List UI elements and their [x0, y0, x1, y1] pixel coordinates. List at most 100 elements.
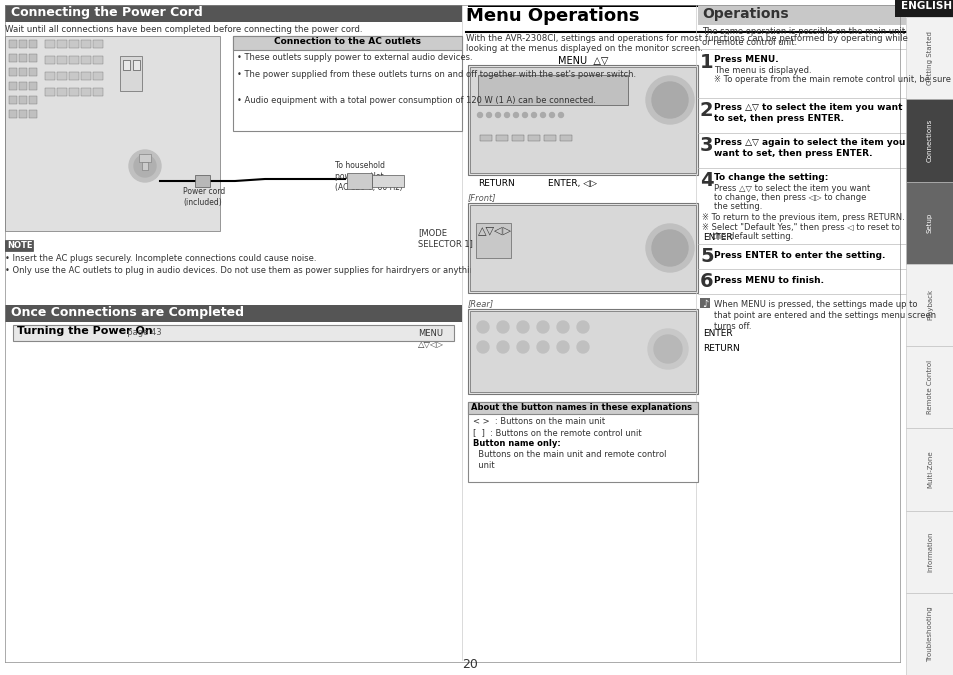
- Bar: [92, 88, 103, 96]
- Text: • Insert the AC plugs securely. Incomplete connections could cause noise.: • Insert the AC plugs securely. Incomple…: [5, 254, 316, 263]
- Circle shape: [645, 76, 693, 124]
- Text: Multi-Zone: Multi-Zone: [926, 451, 932, 488]
- Text: Wait until all connections have been completed before connecting the power cord.: Wait until all connections have been com…: [5, 25, 362, 34]
- Text: Press △▽ again to select the item you
want to set, then press ENTER.: Press △▽ again to select the item you wa…: [713, 138, 904, 158]
- Text: Press MENU to finish.: Press MENU to finish.: [713, 276, 823, 285]
- Bar: [9, 110, 17, 118]
- Circle shape: [476, 341, 489, 353]
- Text: ※ To return to the previous item, press RETURN.: ※ To return to the previous item, press …: [701, 213, 903, 222]
- Bar: [92, 40, 103, 48]
- Text: the default setting.: the default setting.: [701, 232, 792, 241]
- Circle shape: [495, 113, 500, 117]
- Bar: [5, 240, 33, 251]
- Bar: [19, 82, 27, 90]
- Text: Operations: Operations: [701, 7, 788, 21]
- Text: Buttons on the main unit and remote control: Buttons on the main unit and remote cont…: [473, 450, 666, 459]
- Bar: [29, 54, 37, 62]
- Text: △▽◁▷: △▽◁▷: [477, 225, 512, 235]
- Bar: [468, 402, 698, 414]
- Bar: [132, 60, 140, 70]
- Bar: [470, 67, 696, 173]
- Text: unit: unit: [473, 461, 494, 470]
- Bar: [57, 40, 67, 48]
- Circle shape: [557, 321, 568, 333]
- Bar: [512, 135, 523, 141]
- Text: ※ Select "Default Yes," then press ◁ to reset to: ※ Select "Default Yes," then press ◁ to …: [701, 223, 899, 232]
- Text: < >  : Buttons on the main unit: < > : Buttons on the main unit: [473, 417, 604, 426]
- Text: [MODE
SELECTOR 1]: [MODE SELECTOR 1]: [417, 228, 473, 248]
- Circle shape: [497, 321, 509, 333]
- Text: page 43: page 43: [122, 328, 161, 337]
- Text: ENTER, ◁▷: ENTER, ◁▷: [547, 179, 597, 188]
- Text: • Audio equipment with a total power consumption of 120 W (1 A) can be connected: • Audio equipment with a total power con…: [236, 96, 596, 105]
- Bar: [347, 173, 372, 189]
- Text: 20: 20: [461, 658, 477, 671]
- Bar: [496, 135, 507, 141]
- Circle shape: [540, 113, 545, 117]
- Bar: [29, 82, 37, 90]
- Bar: [698, 5, 905, 25]
- Circle shape: [513, 113, 518, 117]
- Text: Getting Started: Getting Started: [926, 31, 932, 85]
- Bar: [477, 75, 627, 105]
- Bar: [45, 56, 55, 64]
- Text: the setting.: the setting.: [713, 202, 761, 211]
- Bar: [468, 402, 698, 482]
- Text: RETURN: RETURN: [477, 179, 515, 188]
- Circle shape: [129, 150, 161, 182]
- Text: Connection to the AC outlets: Connection to the AC outlets: [274, 37, 420, 46]
- Text: • The power supplied from these outlets turns on and off together with the set's: • The power supplied from these outlets …: [236, 70, 636, 79]
- Circle shape: [517, 321, 529, 333]
- Text: • Only use the AC outlets to plug in audio devices. Do not use them as power sup: • Only use the AC outlets to plug in aud…: [5, 266, 603, 275]
- Bar: [9, 40, 17, 48]
- Text: Button name only:: Button name only:: [473, 439, 560, 448]
- Circle shape: [486, 113, 491, 117]
- Text: The same operation is possible on the main unit
or remote control unit.: The same operation is possible on the ma…: [701, 27, 904, 47]
- Bar: [92, 72, 103, 80]
- Text: Press △▽ to select the item you want: Press △▽ to select the item you want: [713, 184, 869, 193]
- Circle shape: [558, 113, 563, 117]
- Text: 3: 3: [700, 136, 713, 155]
- Bar: [905, 17, 953, 99]
- Text: 2: 2: [700, 101, 713, 120]
- Text: Turning the Power On: Turning the Power On: [17, 326, 152, 336]
- Bar: [372, 175, 403, 187]
- Bar: [69, 56, 79, 64]
- Text: looking at the menus displayed on the monitor screen.: looking at the menus displayed on the mo…: [465, 44, 702, 53]
- Circle shape: [504, 113, 509, 117]
- Bar: [233, 36, 461, 131]
- Bar: [69, 40, 79, 48]
- Text: 6: 6: [700, 272, 713, 291]
- Text: Press MENU.: Press MENU.: [713, 55, 778, 64]
- Bar: [233, 36, 461, 50]
- Text: Playback: Playback: [926, 290, 932, 321]
- Circle shape: [537, 321, 548, 333]
- Bar: [29, 110, 37, 118]
- Bar: [470, 205, 696, 291]
- Text: ENTER: ENTER: [702, 233, 732, 242]
- Text: About the button names in these explanations: About the button names in these explanat…: [471, 403, 691, 412]
- Bar: [142, 162, 148, 170]
- Bar: [470, 311, 696, 392]
- Text: Connecting the Power Cord: Connecting the Power Cord: [11, 6, 203, 19]
- Bar: [5, 36, 220, 231]
- Text: To household
power outlet
(AC 120 V, 60 Hz): To household power outlet (AC 120 V, 60 …: [335, 161, 402, 192]
- Text: [Rear]: [Rear]: [468, 299, 494, 308]
- Circle shape: [651, 82, 687, 118]
- Bar: [700, 298, 709, 308]
- Circle shape: [645, 224, 693, 272]
- Bar: [57, 56, 67, 64]
- Circle shape: [651, 230, 687, 266]
- Text: Press ENTER to enter the setting.: Press ENTER to enter the setting.: [713, 251, 884, 260]
- Text: 4: 4: [700, 171, 713, 190]
- Text: Setup: Setup: [926, 213, 932, 233]
- Circle shape: [517, 341, 529, 353]
- Bar: [120, 56, 142, 91]
- Bar: [13, 325, 454, 341]
- Text: ENTER: ENTER: [702, 329, 732, 338]
- Bar: [69, 72, 79, 80]
- Text: 1: 1: [700, 53, 713, 72]
- Bar: [905, 510, 953, 593]
- Circle shape: [557, 341, 568, 353]
- Bar: [29, 40, 37, 48]
